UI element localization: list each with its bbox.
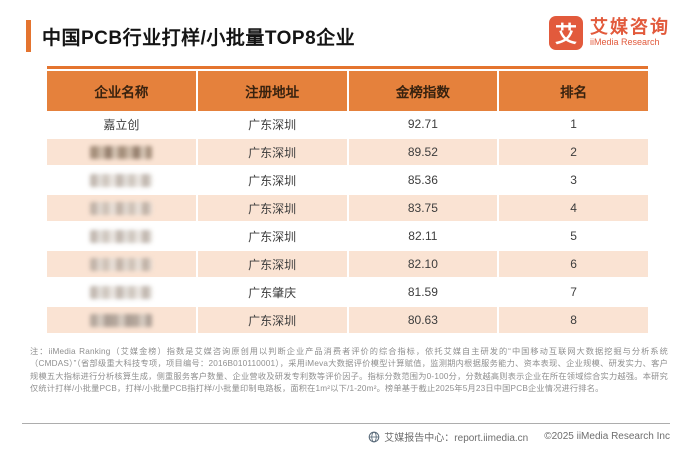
cell-rank: 3 (570, 173, 577, 187)
cell-rank: 1 (570, 117, 577, 131)
cell-index: 92.71 (349, 111, 500, 137)
footnote: 注：iiMedia Ranking（艾媒金榜）指数是艾媒咨询原创用以判断企业产品… (30, 347, 668, 394)
table-row: 广东肇庆 81.59 7 (47, 279, 648, 307)
redacted-company-name (90, 201, 153, 215)
table-header-row: 企业名称 注册地址 金榜指数 排名 (47, 71, 648, 111)
cell-company (47, 167, 198, 193)
cell-index: 83.75 (349, 195, 500, 221)
footer-report-center-text: 艾媒报告中心：report.iimedia.cn (384, 433, 529, 444)
page-header: 中国PCB行业打样/小批量TOP8企业 艾 艾媒咨询 iiMedia Resea… (0, 0, 692, 52)
ranking-table: 企业名称 注册地址 金榜指数 排名 嘉立创 广东深圳 92.71 1 广东深圳 89.52 2 广东… (47, 66, 648, 335)
page-title: 中国PCB行业打样/小批量TOP8企业 (42, 27, 356, 49)
cell-company (47, 223, 198, 249)
cell-rank: 7 (570, 285, 577, 299)
redacted-company-name (90, 313, 153, 327)
redacted-company-name (90, 257, 153, 271)
globe-icon (368, 431, 380, 442)
table-row: 广东深圳 83.75 4 (47, 195, 648, 223)
table-row: 广东深圳 82.10 6 (47, 251, 648, 279)
table-row: 广东深圳 82.11 5 (47, 223, 648, 251)
cell-rank: 8 (570, 313, 577, 327)
cell-address: 广东深圳 (198, 167, 349, 193)
redacted-company-name (90, 285, 153, 299)
column-header: 注册地址 (198, 71, 349, 111)
footer-copyright: ©2025 iiMedia Research Inc (544, 431, 670, 442)
table-top-rule (47, 66, 648, 69)
cell-index: 82.11 (349, 223, 500, 249)
cell-company (47, 307, 198, 333)
table-row: 广东深圳 89.52 2 (47, 139, 648, 167)
column-header: 金榜指数 (349, 71, 500, 111)
cell-company (47, 251, 198, 277)
iimedia-logo: 艾 艾媒咨询 iiMedia Research (549, 16, 670, 50)
table-body: 嘉立创 广东深圳 92.71 1 广东深圳 89.52 2 广东深圳 85.36 3 广东深圳 83.… (47, 111, 648, 335)
cell-address: 广东深圳 (198, 139, 349, 165)
logo-text: 艾媒咨询 iiMedia Research (590, 17, 670, 48)
cell-index: 89.52 (349, 139, 500, 165)
redacted-company-name (90, 173, 153, 187)
column-header: 企业名称 (47, 71, 198, 111)
column-header: 排名 (560, 85, 588, 100)
cell-address: 广东肇庆 (198, 279, 349, 305)
cell-address: 广东深圳 (198, 195, 349, 221)
table-row: 广东深圳 85.36 3 (47, 167, 648, 195)
cell-company: 嘉立创 (47, 111, 198, 137)
cell-company (47, 139, 198, 165)
cell-address: 广东深圳 (198, 307, 349, 333)
cell-address: 广东深圳 (198, 111, 349, 137)
cell-rank: 2 (570, 145, 577, 159)
cell-rank: 4 (570, 201, 577, 215)
table-row: 嘉立创 广东深圳 92.71 1 (47, 111, 648, 139)
logo-name-en: iiMedia Research (590, 36, 660, 47)
redacted-company-name (90, 145, 153, 159)
page-footer: 艾媒报告中心：report.iimedia.cn ©2025 iiMedia R… (22, 423, 670, 444)
iimedia-logo-icon: 艾 (549, 16, 583, 50)
table-row: 广东深圳 80.63 8 (47, 307, 648, 335)
cell-company (47, 279, 198, 305)
redacted-company-name (90, 229, 153, 243)
title-block: 中国PCB行业打样/小批量TOP8企业 (26, 20, 355, 52)
cell-index: 80.63 (349, 307, 500, 333)
footer-report-center: 艾媒报告中心：report.iimedia.cn (368, 429, 528, 444)
cell-company (47, 195, 198, 221)
title-accent-bar (26, 20, 31, 52)
logo-name-cn: 艾媒咨询 (590, 17, 670, 38)
cell-index: 85.36 (349, 167, 500, 193)
cell-address: 广东深圳 (198, 251, 349, 277)
cell-index: 81.59 (349, 279, 500, 305)
cell-index: 82.10 (349, 251, 500, 277)
cell-rank: 6 (570, 257, 577, 271)
cell-address: 广东深圳 (198, 223, 349, 249)
cell-rank: 5 (570, 229, 577, 243)
